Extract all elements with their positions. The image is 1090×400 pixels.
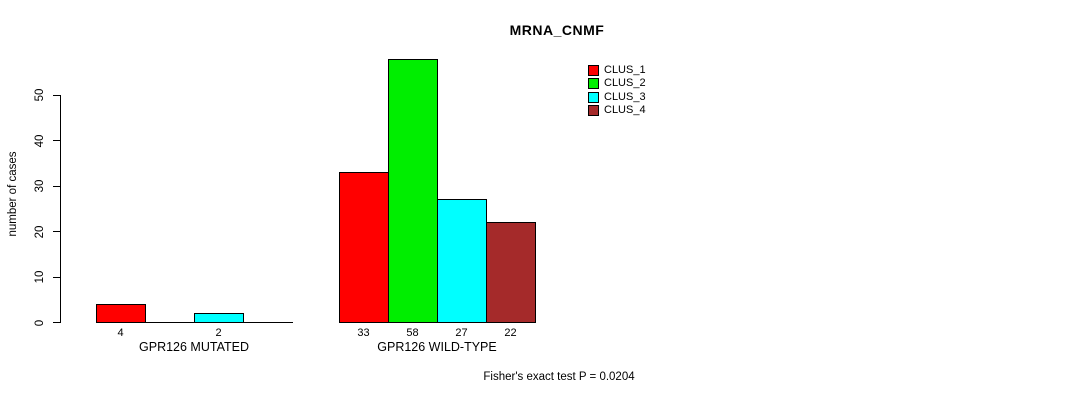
y-tick-mark [53, 231, 60, 233]
legend-swatch-icon [588, 105, 599, 117]
legend-label: CLUS_2 [604, 77, 646, 90]
bar-clus_3 [194, 313, 244, 323]
y-tick-label: 30 [34, 179, 46, 193]
legend-swatch-icon [588, 91, 599, 103]
bar-value-label: 2 [215, 327, 222, 339]
legend-label: CLUS_3 [604, 90, 646, 103]
bar-value-label: 4 [117, 327, 124, 339]
bar-value-label: 58 [406, 327, 419, 339]
legend-label: CLUS_4 [604, 104, 646, 117]
y-tick-mark [53, 276, 60, 278]
y-tick-label: 40 [34, 134, 46, 148]
bar-value-label: 27 [455, 327, 468, 339]
legend-swatch-icon [588, 78, 599, 90]
bar-clus_1 [339, 172, 389, 323]
y-tick-mark [53, 94, 60, 96]
y-tick-label: 50 [34, 88, 46, 102]
y-tick-mark [53, 185, 60, 187]
y-tick-label: 0 [34, 319, 46, 326]
bar-clus_3 [437, 199, 487, 323]
y-tick-mark [53, 322, 60, 323]
annotation-text: Fisher's exact test P = 0.0204 [483, 371, 635, 383]
x-group-label: GPR126 MUTATED [139, 340, 249, 354]
y-tick-label: 10 [34, 270, 46, 284]
legend-label: CLUS_1 [604, 64, 646, 76]
legend: CLUS_1 CLUS_2 CLUS_3 CLUS_4 [588, 64, 678, 121]
y-axis-line [60, 94, 61, 323]
legend-swatch-icon [588, 65, 599, 76]
bar-clus_2 [388, 59, 438, 323]
bar-clus_4 [486, 222, 536, 323]
y-tick-mark [53, 140, 60, 142]
bar-value-label: 22 [504, 327, 517, 339]
bar-clus_1 [96, 304, 146, 323]
x-group-label: GPR126 WILD-TYPE [377, 340, 497, 354]
chart-title: MRNA_CNMF [509, 22, 605, 38]
y-tick-label: 20 [34, 225, 46, 239]
bar-value-label: 33 [357, 327, 370, 339]
